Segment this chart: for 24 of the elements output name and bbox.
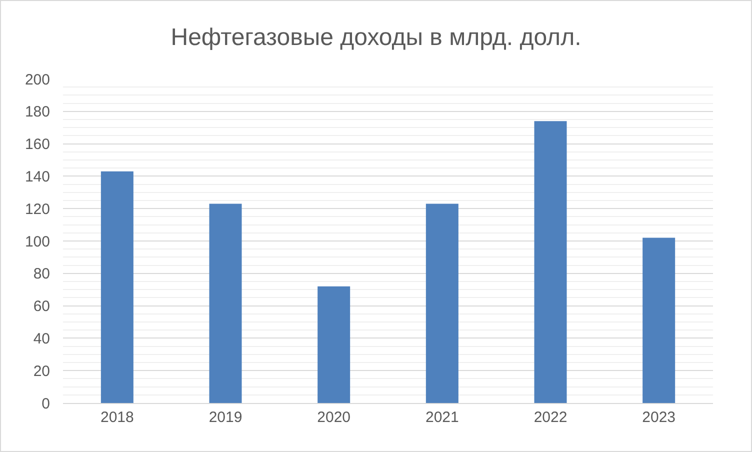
y-tick-label: 180 bbox=[24, 104, 50, 121]
x-tick-label: 2018 bbox=[100, 409, 134, 426]
bar bbox=[642, 238, 676, 403]
bar bbox=[426, 204, 458, 403]
x-tick-label: 2023 bbox=[642, 409, 676, 426]
bar bbox=[318, 286, 350, 403]
chart-title: Нефтегазовые доходы в млрд. долл. bbox=[170, 24, 582, 51]
y-tick-label: 120 bbox=[24, 200, 50, 218]
y-tick-label: 200 bbox=[24, 71, 50, 88]
y-tick-label: 0 bbox=[42, 395, 50, 412]
bar bbox=[209, 204, 242, 403]
y-tick-label: 140 bbox=[24, 168, 50, 186]
y-tick-label: 100 bbox=[24, 233, 50, 250]
y-tick-label: 20 bbox=[33, 362, 50, 380]
x-tick-label: 2020 bbox=[317, 409, 351, 426]
x-tick-label: 2022 bbox=[534, 409, 568, 426]
y-tick-label: 60 bbox=[33, 298, 50, 316]
bar bbox=[534, 121, 567, 403]
y-tick-label: 160 bbox=[24, 136, 50, 154]
x-tick-label: 2021 bbox=[425, 409, 459, 426]
x-tick-label: 2019 bbox=[208, 409, 242, 426]
y-tick-label: 80 bbox=[33, 266, 50, 283]
y-tick-label: 40 bbox=[33, 330, 50, 348]
bar bbox=[100, 171, 134, 403]
